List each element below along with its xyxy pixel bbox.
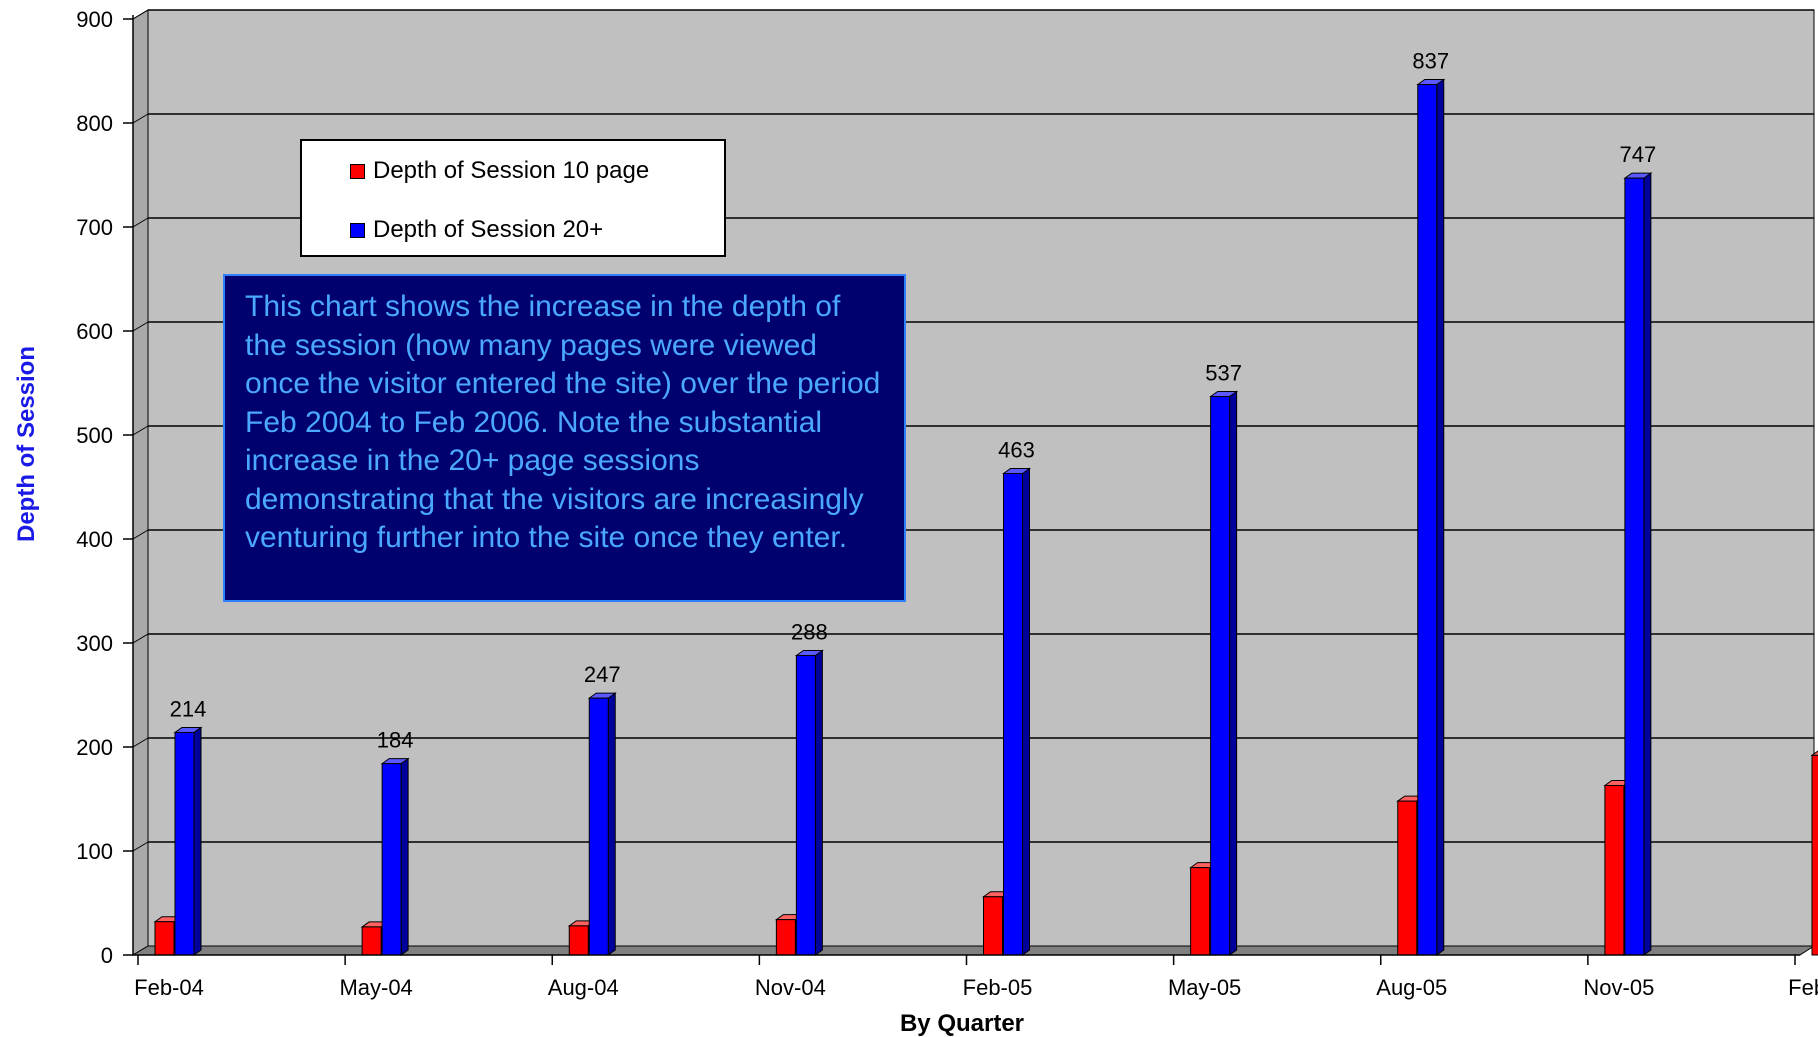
bar-20-plus bbox=[1209, 390, 1239, 956]
gridline-diagonal bbox=[132, 737, 149, 748]
legend-item-20-plus: Depth of Session 20+ bbox=[350, 216, 603, 244]
data-label: 288 bbox=[791, 619, 828, 644]
data-label: 247 bbox=[584, 662, 621, 687]
bar-20-plus bbox=[1001, 467, 1032, 956]
legend-item-10-page: Depth of Session 10 page bbox=[350, 157, 649, 185]
x-tick-label: Nov-05 bbox=[1583, 975, 1654, 1000]
gridline-diagonal bbox=[132, 425, 149, 436]
bar-20-plus bbox=[380, 757, 410, 956]
data-label: 537 bbox=[1205, 361, 1242, 386]
bars bbox=[153, 78, 1818, 956]
y-tick-label: 800 bbox=[76, 111, 113, 136]
y-tick-label: 0 bbox=[101, 943, 113, 968]
data-label: 463 bbox=[998, 437, 1035, 462]
y-tick-label: 500 bbox=[76, 423, 113, 448]
gridline-diagonal bbox=[132, 321, 149, 332]
gridline-diagonal bbox=[132, 9, 149, 20]
gridline-diagonal bbox=[132, 633, 149, 644]
gridline-diagonal bbox=[132, 841, 149, 852]
x-tick-label: Aug-04 bbox=[548, 975, 619, 1000]
y-tick-label: 600 bbox=[76, 319, 113, 344]
y-tick-labels: 0 100 200 300 400 500 600 700 800 900 bbox=[76, 7, 113, 968]
legend-swatch-red bbox=[350, 163, 365, 179]
y-tick-label: 200 bbox=[76, 735, 113, 760]
y-axis-title: Depth of Session bbox=[13, 346, 40, 542]
data-label: 837 bbox=[1412, 49, 1449, 74]
x-tick-label: Feb-06 bbox=[1788, 975, 1818, 1000]
bar-20-plus bbox=[1623, 172, 1653, 956]
x-tick-label: May-05 bbox=[1168, 975, 1241, 1000]
legend-label-10-page: Depth of Session 10 page bbox=[373, 157, 650, 184]
x-tick-label: Nov-04 bbox=[755, 975, 826, 1000]
y-tick-label: 700 bbox=[76, 215, 113, 240]
bar-20-plus bbox=[794, 649, 824, 956]
bar-10-page bbox=[1810, 750, 1818, 956]
bar-20-plus bbox=[1416, 78, 1446, 956]
y-tick-label: 900 bbox=[76, 7, 113, 32]
legend-swatch-blue bbox=[350, 222, 365, 238]
x-tick-labels: Feb-04 May-04 Aug-04 Nov-04 Feb-05 May-05 Aug-… bbox=[134, 975, 1818, 1000]
legend-label-20-plus: Depth of Session 20+ bbox=[373, 216, 604, 243]
x-tick-label: Aug-05 bbox=[1376, 975, 1447, 1000]
axes bbox=[123, 15, 1800, 965]
bar-20-plus bbox=[173, 726, 203, 956]
x-tick-label: Feb-04 bbox=[134, 975, 204, 1000]
x-tick-label: May-04 bbox=[339, 975, 412, 1000]
data-label: 214 bbox=[170, 696, 207, 721]
x-tick-label: Feb-05 bbox=[963, 975, 1033, 1000]
bar-20-plus bbox=[587, 692, 617, 956]
x-axis-title: By Quarter bbox=[900, 1010, 1024, 1037]
y-tick-label: 300 bbox=[76, 631, 113, 656]
legend: Depth of Session 10 page Depth of Sessio… bbox=[300, 139, 726, 257]
gridline-diagonal bbox=[132, 113, 149, 124]
y-tick-label: 100 bbox=[76, 839, 113, 864]
data-label: 184 bbox=[377, 728, 414, 753]
data-label: 747 bbox=[1620, 142, 1657, 167]
gridline-diagonal bbox=[132, 217, 149, 228]
plot-side-wall bbox=[132, 9, 149, 956]
gridline-diagonal bbox=[132, 529, 149, 540]
y-tick-label: 400 bbox=[76, 527, 113, 552]
annotation-box: This chart shows the increase in the dep… bbox=[223, 274, 906, 602]
data-labels: 214184247288463537837747838 bbox=[170, 49, 1657, 753]
